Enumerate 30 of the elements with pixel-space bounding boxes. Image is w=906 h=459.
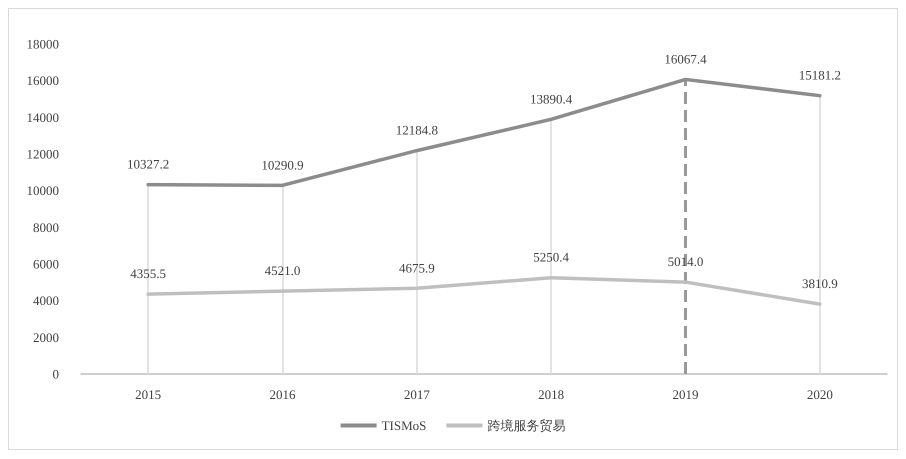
x-tick-label: 2020 [806, 387, 833, 402]
text: 3810.9 [802, 276, 838, 292]
y-tick-label: 10000 [26, 183, 59, 198]
text: 4355.5 [130, 266, 166, 282]
text: 16067.4 [664, 51, 707, 66]
legend-label: TISMoS [382, 418, 426, 433]
legend-label: 跨境服务贸易 [487, 418, 566, 433]
y-tick-label: 0 [52, 366, 59, 382]
text: 10290.9 [261, 157, 304, 172]
x-tick-label: 2018 [538, 387, 564, 402]
text: 12184.8 [396, 122, 438, 138]
y-tick-label: 2000 [33, 330, 59, 345]
y-tick-label: 6000 [33, 256, 59, 272]
x-tick-label: 2019 [672, 387, 698, 402]
text: 4675.9 [398, 260, 435, 276]
x-tick-label: 2017 [404, 387, 430, 402]
text: 5014.0 [668, 254, 704, 270]
y-tick-label: 4000 [33, 293, 59, 308]
x-tick-label: 2015 [135, 387, 162, 402]
text: 5250.4 [533, 250, 570, 265]
text: 10327.2 [127, 156, 170, 172]
y-tick-label: 14000 [26, 110, 59, 125]
y-tick-label: 12000 [26, 146, 59, 162]
y-tick-label: 8000 [33, 220, 59, 235]
text: 4521.0 [264, 263, 300, 278]
text: 13890.4 [530, 91, 572, 106]
y-tick-label: 18000 [26, 36, 59, 52]
y-tick-label: 16000 [26, 73, 59, 88]
text: 15181.2 [798, 68, 841, 83]
x-tick-label: 2016 [270, 387, 296, 402]
